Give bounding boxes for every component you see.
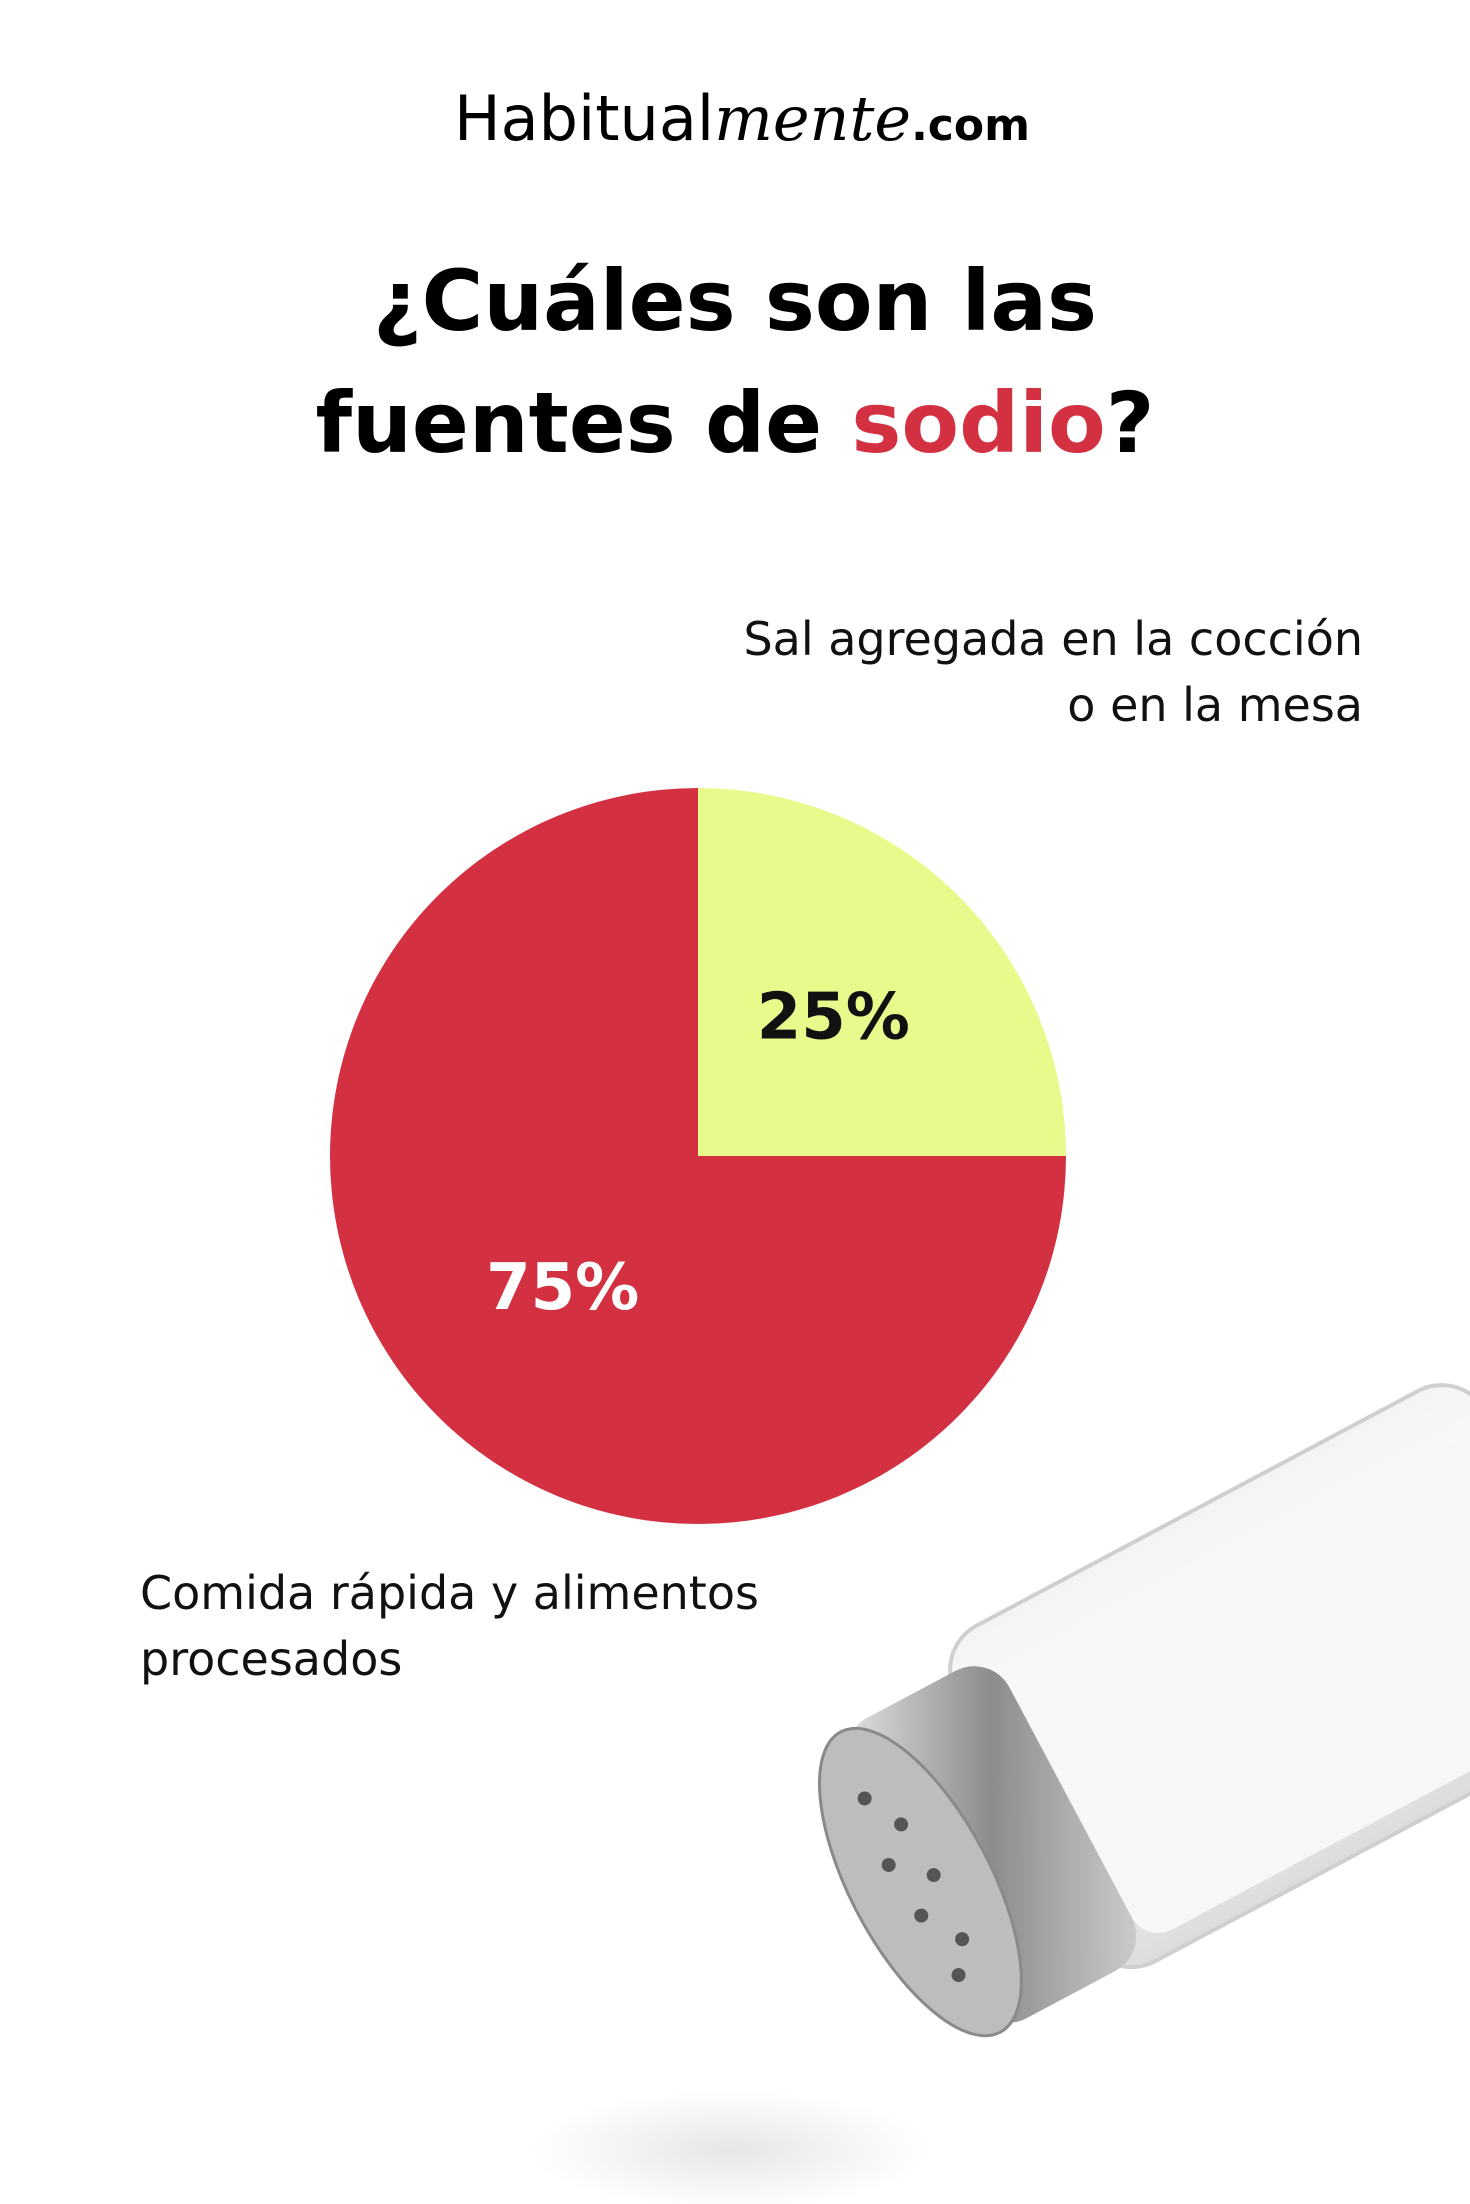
brand-part: mente bbox=[714, 82, 911, 155]
pie-slice bbox=[330, 788, 1066, 1524]
title-part: fuentes de bbox=[316, 374, 852, 472]
title-part: ? bbox=[1106, 374, 1155, 472]
pie-slice bbox=[698, 788, 1066, 1156]
slice-label: Sal agregada en la cocción o en la mesa bbox=[743, 612, 1363, 732]
slice-label: Comida rápida y alimentos procesados bbox=[140, 1566, 759, 1686]
brand-part: Habitual bbox=[454, 82, 714, 155]
brand-part: .com bbox=[911, 100, 1030, 151]
brand: Habitualmente.com bbox=[454, 82, 1030, 155]
title-part: sodio bbox=[851, 374, 1105, 472]
chart-title: fuentes de sodio? bbox=[316, 374, 1155, 472]
value-label: 75% bbox=[486, 1251, 639, 1325]
value-label: 25% bbox=[757, 980, 910, 1054]
chart-title: ¿Cuáles son las bbox=[373, 252, 1097, 350]
salt-shaker bbox=[530, 1383, 1470, 2204]
